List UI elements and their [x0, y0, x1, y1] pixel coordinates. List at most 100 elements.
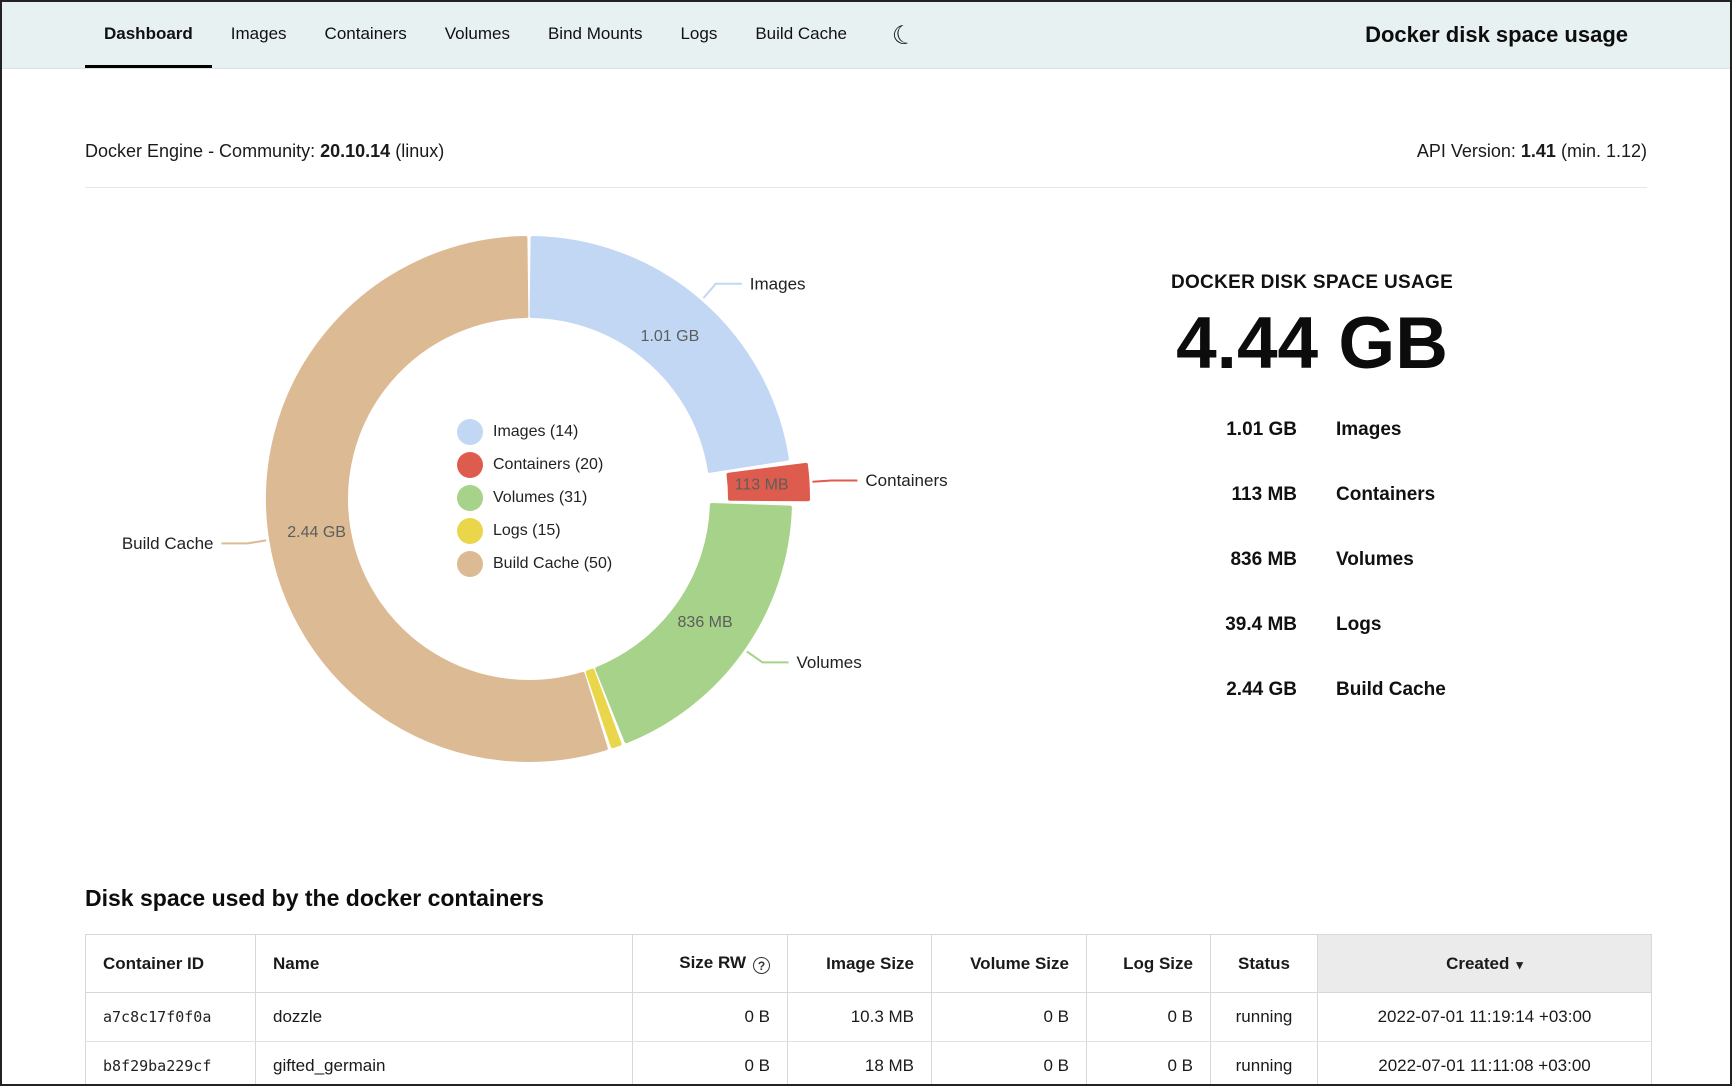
- column-label: Volume Size: [970, 954, 1069, 973]
- containers-table-heading: Disk space used by the docker containers: [85, 885, 1647, 912]
- legend-swatch-build-cache: [457, 551, 483, 577]
- legend-item-build-cache[interactable]: Build Cache (50): [457, 551, 612, 577]
- column-label: Created: [1446, 954, 1509, 973]
- help-question-icon[interactable]: ?: [753, 957, 770, 974]
- summary-label: Images: [1297, 419, 1401, 441]
- summary-total: 4.44 GB: [1077, 306, 1547, 383]
- nav-tabs: DashboardImagesContainersVolumesBind Mou…: [85, 2, 866, 68]
- segment-outer-label-images: Images: [750, 274, 806, 293]
- column-header-status[interactable]: Status: [1211, 935, 1318, 993]
- cell-status: running: [1211, 1042, 1318, 1086]
- segment-outer-label-volumes: Volumes: [797, 653, 862, 672]
- column-header-size-rw[interactable]: Size RW?: [633, 935, 788, 993]
- cell-name: dozzle: [256, 993, 633, 1042]
- summary-value: 1.01 GB: [1077, 419, 1297, 441]
- column-header-created[interactable]: Created ▾: [1318, 935, 1652, 993]
- column-label: Status: [1238, 954, 1290, 973]
- dashboard-main: 1.01 GBImages113 MBContainers836 MBVolum…: [2, 200, 1730, 800]
- tab-volumes[interactable]: Volumes: [426, 2, 529, 68]
- summary-value: 836 MB: [1077, 549, 1297, 571]
- tab-logs[interactable]: Logs: [661, 2, 736, 68]
- cell-created: 2022-07-01 11:11:08 +03:00: [1318, 1042, 1652, 1086]
- column-header-container-id[interactable]: Container ID: [86, 935, 256, 993]
- summary-row-build-cache: 2.44 GBBuild Cache: [1077, 679, 1547, 709]
- engine-platform: (linux): [395, 141, 444, 161]
- cell-image-size: 18 MB: [788, 1042, 932, 1086]
- legend-item-containers[interactable]: Containers (20): [457, 452, 612, 478]
- summary-label: Build Cache: [1297, 679, 1446, 701]
- legend-swatch-containers: [457, 452, 483, 478]
- segment-value-label-images: 1.01 GB: [641, 328, 700, 345]
- containers-table: Container ID Name Size RW?Image Size Volume…: [85, 934, 1652, 1086]
- leader-line-images: [703, 284, 741, 298]
- tab-dashboard[interactable]: Dashboard: [85, 2, 212, 68]
- tab-build-cache[interactable]: Build Cache: [736, 2, 866, 68]
- cell-log-size: 0 B: [1087, 1042, 1211, 1086]
- cell-status: running: [1211, 993, 1318, 1042]
- cell-log-size: 0 B: [1087, 993, 1211, 1042]
- leader-line-containers: [813, 481, 858, 482]
- legend-item-volumes[interactable]: Volumes (31): [457, 485, 612, 511]
- chart-legend: Images (14) Containers (20) Volumes (31) Lo…: [457, 419, 612, 577]
- summary-row-containers: 113 MBContainers: [1077, 484, 1547, 514]
- engine-version: 20.10.14: [320, 141, 390, 161]
- divider: [85, 187, 1647, 188]
- legend-label: Build Cache (50): [493, 555, 612, 573]
- cell-size-rw: 0 B: [633, 1042, 788, 1086]
- cell-name: gifted_germain: [256, 1042, 633, 1086]
- engine-info: Docker Engine - Community: 20.10.14 (lin…: [85, 141, 444, 162]
- cell-container-id: b8f29ba229cf: [86, 1042, 256, 1086]
- containers-section: Disk space used by the docker containers…: [2, 885, 1730, 1086]
- cell-container-id: a7c8c17f0f0a: [86, 993, 256, 1042]
- cell-created: 2022-07-01 11:19:14 +03:00: [1318, 993, 1652, 1042]
- summary-value: 113 MB: [1077, 484, 1297, 506]
- legend-swatch-images: [457, 419, 483, 445]
- column-header-name[interactable]: Name: [256, 935, 633, 993]
- column-header-image-size[interactable]: Image Size: [788, 935, 932, 993]
- sort-desc-icon: ▾: [1516, 957, 1523, 972]
- summary-breakdown: 1.01 GBImages 113 MBContainers 836 MBVolum…: [1077, 419, 1547, 709]
- tab-images[interactable]: Images: [212, 2, 306, 68]
- column-label: Name: [273, 954, 319, 973]
- segment-outer-label-build-cache: Build Cache: [122, 534, 214, 553]
- segment-value-label-build-cache: 2.44 GB: [287, 524, 346, 541]
- legend-label: Logs (15): [493, 522, 561, 540]
- summary-value: 39.4 MB: [1077, 614, 1297, 636]
- engine-info-row: Docker Engine - Community: 20.10.14 (lin…: [2, 141, 1730, 162]
- dark-mode-toggle[interactable]: ☾: [892, 2, 915, 68]
- column-label: Container ID: [103, 954, 204, 973]
- app-root: DashboardImagesContainersVolumesBind Mou…: [0, 0, 1732, 1086]
- api-version-info: API Version: 1.41 (min. 1.12): [1417, 141, 1647, 162]
- legend-item-logs[interactable]: Logs (15): [457, 518, 612, 544]
- disk-usage-donut-chart: 1.01 GB Images 113 MB Containers 836 MB Volum…: [85, 200, 1051, 800]
- top-navigation: DashboardImagesContainersVolumesBind Mou…: [2, 2, 1730, 69]
- legend-item-images[interactable]: Images (14): [457, 419, 612, 445]
- disk-usage-summary: DOCKER DISK SPACE USAGE 4.44 GB 1.01 GBI…: [1077, 200, 1547, 800]
- tab-containers[interactable]: Containers: [306, 2, 426, 68]
- summary-label: Logs: [1297, 614, 1381, 636]
- table-header-row: Container ID Name Size RW?Image Size Volume…: [86, 935, 1652, 993]
- cell-size-rw: 0 B: [633, 993, 788, 1042]
- column-header-volume-size[interactable]: Volume Size: [932, 935, 1087, 993]
- summary-label: Containers: [1297, 484, 1435, 506]
- cell-volume-size: 0 B: [932, 993, 1087, 1042]
- legend-label: Volumes (31): [493, 489, 587, 507]
- column-header-log-size[interactable]: Log Size: [1087, 935, 1211, 993]
- segment-value-label-containers: 113 MB: [735, 476, 789, 493]
- tab-bind-mounts[interactable]: Bind Mounts: [529, 2, 662, 68]
- leader-line-volumes: [747, 652, 789, 663]
- segment-outer-label-containers: Containers: [865, 471, 947, 490]
- cell-image-size: 10.3 MB: [788, 993, 932, 1042]
- summary-row-volumes: 836 MBVolumes: [1077, 549, 1547, 579]
- api-version-label: API Version:: [1417, 141, 1516, 161]
- leader-line-build-cache: [222, 540, 267, 543]
- engine-label: Docker Engine - Community:: [85, 141, 315, 161]
- segment-value-label-volumes: 836 MB: [678, 614, 733, 631]
- summary-label: Volumes: [1297, 549, 1414, 571]
- legend-swatch-logs: [457, 518, 483, 544]
- legend-label: Images (14): [493, 423, 578, 441]
- moon-icon: ☾: [889, 17, 919, 53]
- container-row: a7c8c17f0f0adozzle0 B10.3 MB0 B0 Brunnin…: [86, 993, 1652, 1042]
- summary-heading: DOCKER DISK SPACE USAGE: [1077, 272, 1547, 294]
- summary-row-logs: 39.4 MBLogs: [1077, 614, 1547, 644]
